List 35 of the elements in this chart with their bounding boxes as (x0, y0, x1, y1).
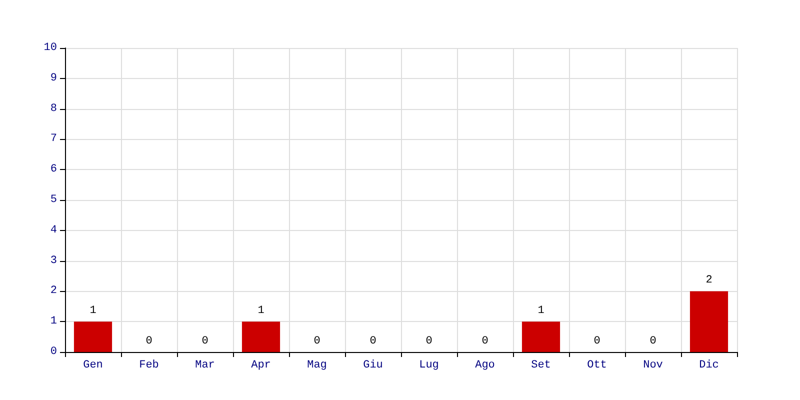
x-tick-label: Ott (587, 360, 607, 372)
y-tick-label: 0 (50, 346, 57, 358)
data-label: 0 (650, 336, 656, 348)
x-tick-label: Mar (195, 360, 215, 372)
x-tick-label: Gen (83, 360, 103, 372)
data-label: 0 (146, 336, 152, 348)
x-tick-label: Giu (363, 360, 383, 372)
data-label: 1 (90, 305, 97, 318)
data-label: 1 (538, 305, 545, 318)
data-label: 0 (482, 336, 488, 348)
y-tick-label: 6 (50, 164, 57, 176)
x-tick-label: Feb (139, 360, 159, 372)
data-label: 0 (202, 336, 208, 348)
x-tick-label: Ago (475, 360, 495, 372)
data-label: 0 (594, 336, 600, 348)
x-tick-label: Dic (699, 360, 719, 372)
x-tick-label: Set (531, 360, 551, 372)
y-tick-label: 7 (50, 133, 57, 146)
data-label: 0 (314, 336, 320, 348)
y-tick-label: 5 (50, 194, 57, 206)
data-label: 1 (258, 305, 265, 318)
y-tick-label: 3 (50, 254, 57, 267)
x-tick-label: Mag (307, 360, 327, 372)
data-label: 0 (370, 336, 376, 348)
y-tick-label: 10 (44, 42, 57, 54)
y-tick-label: 8 (50, 102, 57, 115)
x-tick-label: Nov (643, 360, 664, 372)
data-label: 0 (426, 336, 432, 348)
y-tick-label: 2 (50, 285, 57, 298)
y-tick-label: 4 (50, 224, 58, 236)
y-tick-label: 9 (50, 72, 57, 84)
x-tick-label: Lug (419, 360, 439, 372)
x-tick-label: Apr (251, 360, 271, 372)
y-tick-label: 1 (50, 316, 58, 328)
data-label: 2 (706, 274, 712, 287)
